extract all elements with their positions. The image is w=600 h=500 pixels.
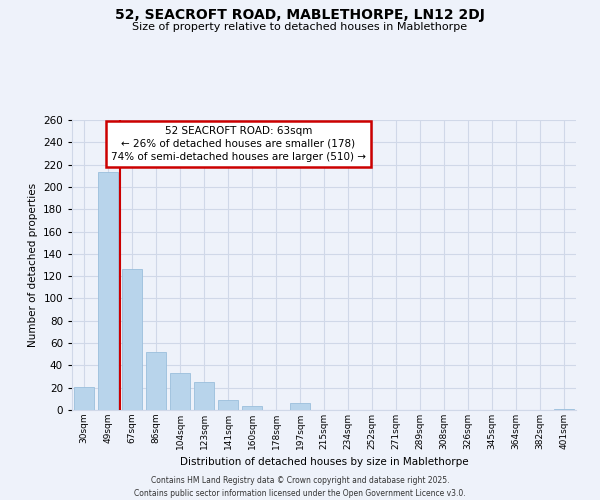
Text: 52 SEACROFT ROAD: 63sqm
← 26% of detached houses are smaller (178)
74% of semi-d: 52 SEACROFT ROAD: 63sqm ← 26% of detache… (111, 126, 366, 162)
Bar (122, 270, 142, 410)
Bar (554, 409, 574, 410)
X-axis label: Distribution of detached houses by size in Mablethorpe: Distribution of detached houses by size … (179, 458, 469, 468)
Bar (242, 406, 262, 410)
Bar (290, 404, 310, 410)
Bar (74, 386, 94, 410)
Y-axis label: Number of detached properties: Number of detached properties (28, 183, 38, 347)
Bar (98, 172, 118, 410)
Bar (146, 352, 166, 410)
Bar (218, 400, 238, 410)
Text: 52, SEACROFT ROAD, MABLETHORPE, LN12 2DJ: 52, SEACROFT ROAD, MABLETHORPE, LN12 2DJ (115, 8, 485, 22)
Text: Contains HM Land Registry data © Crown copyright and database right 2025.
Contai: Contains HM Land Registry data © Crown c… (134, 476, 466, 498)
Bar (170, 373, 190, 410)
Bar (194, 382, 214, 410)
Text: Size of property relative to detached houses in Mablethorpe: Size of property relative to detached ho… (133, 22, 467, 32)
